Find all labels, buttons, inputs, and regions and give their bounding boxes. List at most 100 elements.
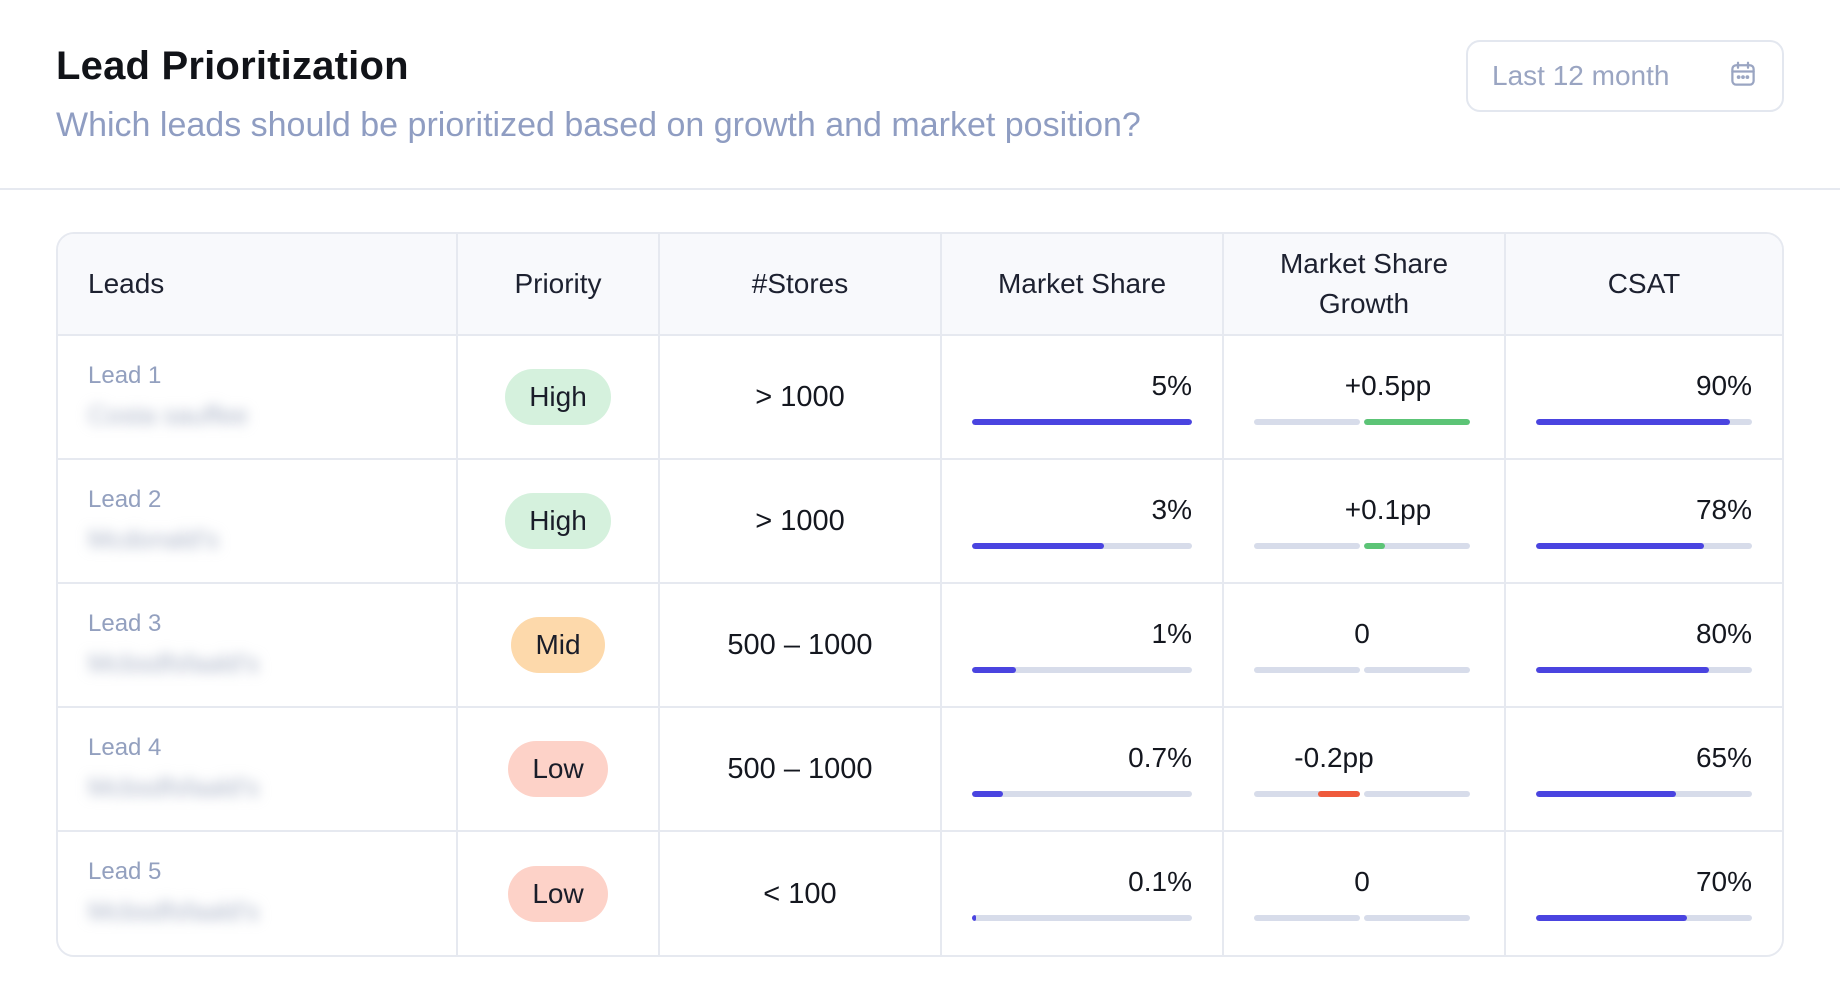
- market-share-growth-value: 0: [1354, 618, 1370, 649]
- column-header-leads[interactable]: Leads: [58, 234, 458, 334]
- column-header-csat[interactable]: CSAT: [1607, 268, 1681, 299]
- lead-name-blurred: Mcdonald's: [88, 524, 219, 554]
- priority-badge: Low: [508, 741, 608, 797]
- table-header-row: Leads Priority #Stores Market Share Mark…: [58, 234, 1782, 336]
- lead-name-blurred: Mcbsdfsfaald's: [88, 648, 260, 678]
- market-share-bar-track: [972, 543, 1192, 549]
- lead-table: Leads Priority #Stores Market Share Mark…: [56, 232, 1784, 957]
- csat-bar-track: [1536, 543, 1752, 549]
- csat-value: 78%: [1695, 494, 1752, 525]
- priority-cell: Low: [458, 708, 660, 830]
- growth-positive-track: [1364, 915, 1470, 921]
- market-share-value: 0.1%: [1128, 866, 1192, 897]
- growth-positive-track: [1364, 543, 1470, 549]
- market-share-value: 1%: [1151, 618, 1192, 649]
- market-share-growth-value: +0.1pp: [1344, 494, 1432, 525]
- priority-badge: Low: [508, 866, 608, 922]
- lead-cell: Lead 4 Mcbsdfsfaald's: [58, 708, 458, 830]
- priority-cell: High: [458, 336, 660, 458]
- page-subtitle: Which leads should be prioritized based …: [56, 106, 1141, 144]
- csat-cell: 90%: [1506, 336, 1782, 458]
- market-share-cell: 1%: [942, 584, 1224, 706]
- calendar-icon: [1728, 59, 1758, 94]
- csat-bar-track: [1536, 419, 1752, 425]
- market-share-growth-value: -0.2pp: [1294, 742, 1374, 773]
- csat-value: 80%: [1695, 618, 1752, 649]
- lead-cell: Lead 5 Mcbsdfsfaald's: [58, 832, 458, 955]
- market-share-growth-cell: -0.2pp: [1224, 708, 1506, 830]
- csat-bar-track: [1536, 667, 1752, 673]
- priority-cell: Mid: [458, 584, 660, 706]
- column-header-market-share[interactable]: Market Share: [942, 234, 1224, 334]
- lead-label: Lead 5: [88, 858, 162, 885]
- growth-negative-track: [1254, 419, 1360, 425]
- market-share-bar-track: [972, 791, 1192, 797]
- column-header-priority[interactable]: Priority: [458, 234, 660, 334]
- market-share-growth-cell: +0.5pp: [1224, 336, 1506, 458]
- market-share-growth-cell: 0: [1224, 832, 1506, 955]
- column-header-market-share-growth-label: Market Share Growth: [1279, 248, 1449, 319]
- priority-cell: Low: [458, 832, 660, 955]
- market-share-growth-value: 0: [1354, 866, 1370, 897]
- column-header-market-share-growth[interactable]: Market Share Growth: [1224, 234, 1506, 334]
- stores-cell: 500 – 1000: [660, 584, 942, 706]
- growth-negative-track: [1254, 915, 1360, 921]
- growth-negative-track: [1254, 667, 1360, 673]
- growth-positive-fill: [1364, 543, 1386, 549]
- lead-label: Lead 4: [88, 734, 162, 761]
- growth-positive-fill: [1364, 419, 1470, 425]
- market-share-bar-fill: [972, 915, 977, 921]
- lead-cell: Lead 2 Mcdonald's: [58, 460, 458, 582]
- table-row[interactable]: Lead 1 Costa sauffee High > 1000 5% +0.5pp 90%: [58, 336, 1782, 460]
- lead-cell: Lead 1 Costa sauffee: [58, 336, 458, 458]
- market-share-bar-fill: [972, 667, 1016, 673]
- stores-value: > 1000: [755, 380, 845, 413]
- lead-name-blurred: Costa sauffee: [88, 400, 248, 430]
- lead-label: Lead 1: [88, 362, 162, 389]
- lead-label: Lead 2: [88, 486, 162, 513]
- market-share-bar-fill: [972, 419, 1192, 425]
- stores-value: > 1000: [755, 504, 845, 537]
- market-share-cell: 5%: [942, 336, 1224, 458]
- market-share-growth-cell: +0.1pp: [1224, 460, 1506, 582]
- csat-bar-fill: [1536, 667, 1709, 673]
- stores-cell: > 1000: [660, 460, 942, 582]
- date-range-picker[interactable]: Last 12 month: [1466, 40, 1784, 112]
- lead-cell: Lead 3 Mcbsdfsfaald's: [58, 584, 458, 706]
- market-share-value: 5%: [1151, 370, 1192, 401]
- page-title: Lead Prioritization: [56, 44, 409, 88]
- csat-cell: 70%: [1506, 832, 1782, 955]
- priority-badge: Mid: [511, 617, 605, 673]
- market-share-value: 0.7%: [1128, 742, 1192, 773]
- stores-cell: < 100: [660, 832, 942, 955]
- csat-value: 70%: [1695, 866, 1752, 897]
- market-share-bar-fill: [972, 791, 1003, 797]
- market-share-bar-fill: [972, 543, 1104, 549]
- table-row[interactable]: Lead 2 Mcdonald's High > 1000 3% +0.1pp 78%: [58, 460, 1782, 584]
- growth-positive-track: [1364, 667, 1470, 673]
- stores-value: 500 – 1000: [727, 628, 873, 661]
- page-header: Lead Prioritization Which leads should b…: [0, 0, 1840, 190]
- table-row[interactable]: Lead 3 Mcbsdfsfaald's Mid 500 – 1000 1% 0 80%: [58, 584, 1782, 708]
- csat-bar-track: [1536, 791, 1752, 797]
- lead-name-blurred: Mcbsdfsfaald's: [88, 896, 260, 926]
- growth-positive-track: [1364, 791, 1470, 797]
- column-header-stores[interactable]: #Stores: [660, 234, 942, 334]
- csat-bar-fill: [1536, 543, 1705, 549]
- csat-cell: 80%: [1506, 584, 1782, 706]
- table-row[interactable]: Lead 5 Mcbsdfsfaald's Low < 100 0.1% 0 70%: [58, 832, 1782, 955]
- csat-bar-fill: [1536, 419, 1731, 425]
- priority-cell: High: [458, 460, 660, 582]
- market-share-bar-track: [972, 419, 1192, 425]
- csat-bar-fill: [1536, 791, 1677, 797]
- csat-value: 90%: [1695, 370, 1752, 401]
- table-row[interactable]: Lead 4 Mcbsdfsfaald's Low 500 – 1000 0.7% -0.…: [58, 708, 1782, 832]
- csat-value: 65%: [1695, 742, 1752, 773]
- priority-badge: High: [505, 493, 611, 549]
- market-share-bar-track: [972, 915, 1192, 921]
- market-share-value: 3%: [1151, 494, 1192, 525]
- growth-negative-fill: [1317, 791, 1360, 797]
- lead-label: Lead 3: [88, 610, 162, 637]
- priority-badge: High: [505, 369, 611, 425]
- date-range-label: Last 12 month: [1492, 60, 1670, 91]
